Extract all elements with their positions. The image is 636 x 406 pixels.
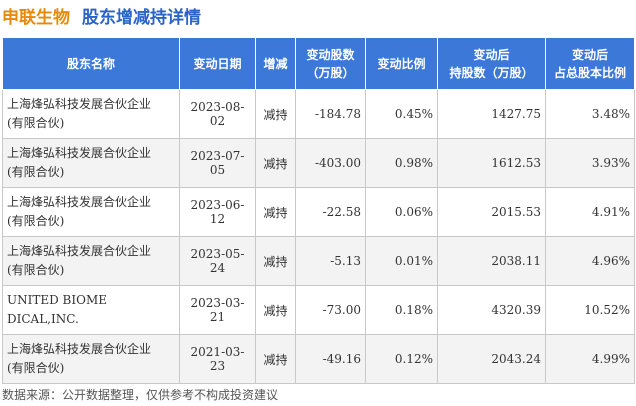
cell-date: 2023-07-05 bbox=[179, 138, 256, 188]
col-header-ratio: 变动比例 bbox=[365, 37, 438, 90]
cell-action: 减持 bbox=[255, 89, 296, 139]
data-source-note: 数据来源：公开数据整理，仅供参考不构成投资建议 bbox=[2, 388, 279, 402]
col-header-date: 变动日期 bbox=[179, 37, 256, 90]
cell-shares: -184.78 bbox=[295, 89, 366, 139]
col-header-pct: 变动后 占总股本比例 bbox=[545, 37, 635, 90]
cell-ratio: 0.01% bbox=[365, 236, 438, 286]
cell-holding: 4320.39 bbox=[437, 285, 546, 335]
cell-action: 减持 bbox=[255, 236, 296, 286]
table-row: 上海烽弘科技发展合伙企业 (有限合伙) 2023-05-24 减持 -5.13 0… bbox=[2, 236, 635, 286]
cell-holding: 2015.53 bbox=[437, 187, 546, 237]
cell-ratio: 0.06% bbox=[365, 187, 438, 237]
cell-shares: -73.00 bbox=[295, 285, 366, 335]
cell-shareholder: 上海烽弘科技发展合伙企业 (有限合伙) bbox=[2, 89, 180, 139]
cell-ratio: 0.45% bbox=[365, 89, 438, 139]
cell-ratio: 0.98% bbox=[365, 138, 438, 188]
cell-shareholder: 上海烽弘科技发展合伙企业 (有限合伙) bbox=[2, 187, 180, 237]
cell-holding: 2038.11 bbox=[437, 236, 546, 286]
cell-shareholder: 上海烽弘科技发展合伙企业 (有限合伙) bbox=[2, 236, 180, 286]
cell-holding: 1612.53 bbox=[437, 138, 546, 188]
cell-date: 2023-05-24 bbox=[179, 236, 256, 286]
cell-pct: 3.48% bbox=[545, 89, 635, 139]
col-header-shareholder: 股东名称 bbox=[2, 37, 180, 90]
cell-shareholder: UNITED BIOME DICAL,INC. bbox=[2, 285, 180, 335]
table-row: UNITED BIOME DICAL,INC. 2023-03-21 减持 -73… bbox=[2, 285, 635, 335]
page-title: 申联生物 股东增减持详情 bbox=[2, 3, 201, 28]
report-title: 股东增减持详情 bbox=[82, 8, 201, 28]
cell-shares: -5.13 bbox=[295, 236, 366, 286]
cell-date: 2023-08-02 bbox=[179, 89, 256, 139]
cell-shareholder: 上海烽弘科技发展合伙企业 (有限合伙) bbox=[2, 138, 180, 188]
cell-pct: 4.91% bbox=[545, 187, 635, 237]
col-header-shares: 变动股数 （万股） bbox=[295, 37, 366, 90]
cell-shares: -49.16 bbox=[295, 334, 366, 384]
cell-action: 减持 bbox=[255, 138, 296, 188]
cell-date: 2023-03-21 bbox=[179, 285, 256, 335]
cell-holding: 2043.24 bbox=[437, 334, 546, 384]
cell-action: 减持 bbox=[255, 187, 296, 237]
cell-pct: 4.99% bbox=[545, 334, 635, 384]
cell-action: 减持 bbox=[255, 334, 296, 384]
cell-ratio: 0.18% bbox=[365, 285, 438, 335]
cell-shareholder: 上海烽弘科技发展合伙企业 (有限合伙) bbox=[2, 334, 180, 384]
cell-date: 2023-06-12 bbox=[179, 187, 256, 237]
cell-pct: 4.96% bbox=[545, 236, 635, 286]
table-row: 上海烽弘科技发展合伙企业 (有限合伙) 2021-03-23 减持 -49.16 … bbox=[2, 334, 635, 384]
cell-pct: 3.93% bbox=[545, 138, 635, 188]
cell-action: 减持 bbox=[255, 285, 296, 335]
company-name: 申联生物 bbox=[2, 8, 70, 28]
cell-pct: 10.52% bbox=[545, 285, 635, 335]
col-header-holding: 变动后 持股数（万股） bbox=[437, 37, 546, 90]
col-header-action: 增减 bbox=[255, 37, 296, 90]
cell-shares: -22.58 bbox=[295, 187, 366, 237]
shareholder-change-table: 股东名称 变动日期 增减 变动股数 （万股） 变动比例 变动后 持股数（万股） 变动… bbox=[2, 37, 635, 384]
table-header-row: 股东名称 变动日期 增减 变动股数 （万股） 变动比例 变动后 持股数（万股） 变动… bbox=[2, 37, 635, 90]
cell-ratio: 0.12% bbox=[365, 334, 438, 384]
table-row: 上海烽弘科技发展合伙企业 (有限合伙) 2023-08-02 减持 -184.78… bbox=[2, 89, 635, 139]
table-row: 上海烽弘科技发展合伙企业 (有限合伙) 2023-07-05 减持 -403.00… bbox=[2, 138, 635, 188]
cell-holding: 1427.75 bbox=[437, 89, 546, 139]
table-row: 上海烽弘科技发展合伙企业 (有限合伙) 2023-06-12 减持 -22.58 … bbox=[2, 187, 635, 237]
cell-shares: -403.00 bbox=[295, 138, 366, 188]
cell-date: 2021-03-23 bbox=[179, 334, 256, 384]
